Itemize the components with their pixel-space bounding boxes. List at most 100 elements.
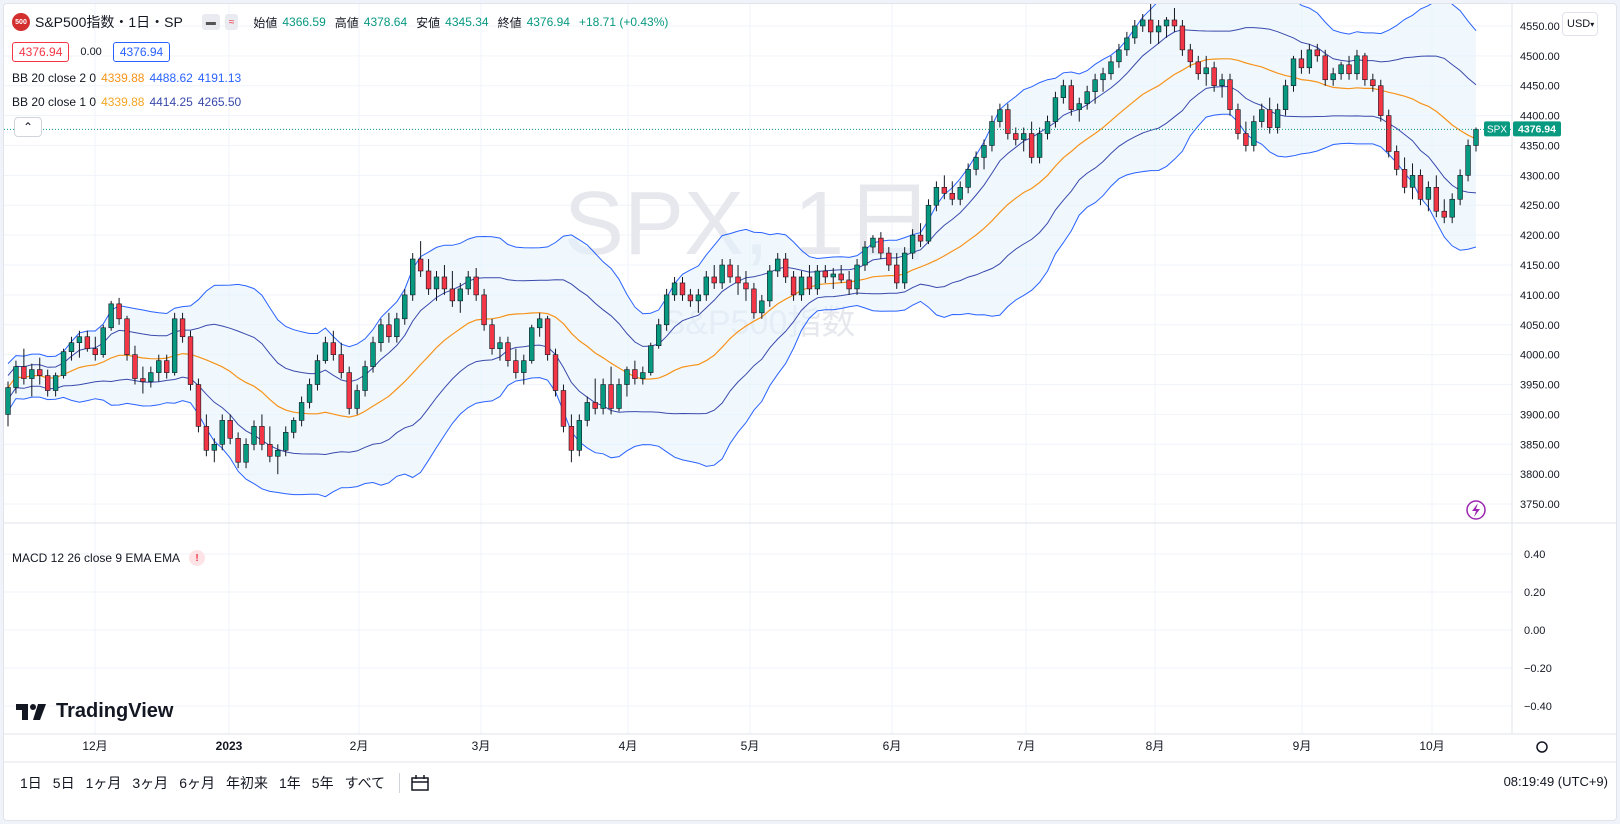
price-axis-label: 3750.00: [1520, 499, 1560, 511]
ohlc-low-value: 4345.34: [445, 15, 489, 29]
candle-up: [1290, 58, 1297, 87]
candle-up: [1140, 19, 1146, 27]
candle-up: [529, 327, 535, 361]
candle-up: [148, 372, 154, 382]
clock-timezone[interactable]: 08:19:49 (UTC+9): [1503, 774, 1608, 789]
range-5y[interactable]: 5年: [311, 775, 334, 791]
hide-legend-icon[interactable]: ▬: [201, 14, 220, 30]
candle-up: [1282, 85, 1289, 110]
candle-up: [219, 420, 225, 445]
price-axis-label: 3950.00: [1520, 380, 1560, 392]
candle-down: [1068, 85, 1074, 110]
candle-up: [695, 294, 702, 302]
candle-down: [592, 402, 598, 409]
range-6m[interactable]: 6ヶ月: [179, 775, 215, 791]
candle-down: [790, 276, 797, 296]
bb1-legend[interactable]: BB 20 close 2 0 4339.88 4488.62 4191.13: [12, 71, 241, 85]
candle-up: [290, 420, 297, 433]
ohlc-open-label: 始値: [253, 15, 278, 30]
candle-up: [957, 187, 963, 200]
candle-up: [76, 336, 83, 344]
collapse-legend-button[interactable]: ⌃: [14, 117, 42, 137]
range-ytd[interactable]: 年初来: [225, 775, 268, 791]
candle-down: [1322, 55, 1328, 81]
symbol-tag: SPX: [1487, 124, 1507, 135]
candle-down: [822, 270, 828, 278]
candle-down: [164, 360, 170, 373]
candle-up: [402, 294, 408, 320]
candle-up: [156, 360, 162, 373]
range-1m[interactable]: 1ヶ月: [85, 775, 122, 791]
tradingview-logo[interactable]: TradingView: [16, 700, 173, 723]
price-axis-label: 3800.00: [1520, 469, 1560, 481]
macd-legend[interactable]: MACD 12 26 close 9 EMA EMA !: [12, 550, 206, 566]
macd-axis-label: −0.20: [1524, 663, 1552, 675]
bb2-upper-value: 4414.25: [149, 95, 193, 109]
error-icon[interactable]: !: [189, 550, 206, 566]
candle-up: [616, 384, 622, 409]
bb2-legend[interactable]: BB 20 close 1 0 4339.88 4414.25 4265.50: [12, 95, 241, 109]
candle-down: [552, 354, 559, 391]
candle-down: [417, 258, 424, 272]
candle-down: [949, 192, 955, 200]
range-5d[interactable]: 5日: [52, 775, 75, 791]
tradingview-logo-icon: [16, 703, 46, 720]
candle-up: [1330, 73, 1336, 81]
candle-down: [449, 288, 456, 302]
candle-up: [1425, 187, 1432, 200]
range-all[interactable]: すべて: [344, 775, 386, 791]
candle-up: [1092, 79, 1098, 92]
calendar-range-icon[interactable]: [410, 774, 430, 792]
macd-axis-label: 0.40: [1524, 549, 1545, 561]
candle-up: [1306, 49, 1313, 69]
sp500-logo-icon: 500: [12, 13, 30, 31]
candle-up: [671, 282, 678, 296]
price-axis-label: 3850.00: [1520, 439, 1560, 451]
candle-up: [656, 324, 662, 346]
chevron-up-icon: ⌃: [22, 120, 34, 134]
symbol-legend: 500 S&P500指数・1日・SP ▬ ≈ 始値 4366.59 高値 4378.…: [12, 12, 672, 32]
candle-up: [275, 449, 281, 457]
candle-up: [1219, 79, 1225, 87]
candle-down: [1378, 85, 1384, 116]
candle-down: [489, 324, 495, 349]
candle-down: [711, 276, 717, 284]
candle-up: [410, 258, 416, 296]
currency-select[interactable]: USD ▾: [1562, 12, 1598, 36]
symbol-title[interactable]: S&P500指数・1日・SP: [35, 14, 183, 30]
spread-value: 0.00: [80, 46, 102, 58]
candle-up: [1124, 37, 1130, 51]
range-1d[interactable]: 1日: [20, 775, 42, 791]
candle-up: [624, 369, 630, 385]
candle-up: [1274, 109, 1281, 128]
candle-up: [640, 372, 646, 379]
compare-icon[interactable]: ≈: [224, 14, 239, 30]
candle-down: [941, 187, 948, 194]
chart-canvas[interactable]: SPX, 1日 S&P500指数 4550.004500.004450.0044…: [4, 4, 1617, 821]
buy-price-button[interactable]: 4376.94: [112, 42, 171, 62]
sell-price-button[interactable]: 4376.94: [12, 42, 70, 62]
candle-up: [925, 204, 932, 242]
candle-down: [1005, 109, 1011, 134]
ohlc-close-label: 終値: [497, 15, 522, 30]
price-axis-label: 4400.00: [1520, 111, 1560, 123]
candle-down: [1179, 25, 1186, 51]
price-axis-label: 4250.00: [1520, 200, 1560, 212]
candle-up: [901, 252, 908, 284]
candle-down: [1267, 109, 1273, 128]
price-axis-label: 4300.00: [1520, 170, 1560, 182]
price-axis-label: 3900.00: [1520, 409, 1560, 421]
candle-down: [203, 426, 210, 451]
time-axis-label: 2月: [350, 739, 369, 753]
bb1-upper-value: 4488.62: [149, 71, 193, 85]
ohlc-high-label: 高値: [334, 15, 359, 30]
currency-label: USD: [1567, 18, 1591, 30]
range-3m[interactable]: 3ヶ月: [132, 775, 169, 791]
bb-upper-2-line: [7, 4, 1477, 364]
price-axis-label: 4450.00: [1520, 81, 1560, 93]
price-axis-label: 4000.00: [1520, 350, 1560, 362]
range-1y[interactable]: 1年: [278, 775, 301, 791]
candle-up: [457, 288, 463, 302]
candle-up: [1203, 67, 1209, 75]
settings-gear-icon[interactable]: [1536, 741, 1548, 753]
